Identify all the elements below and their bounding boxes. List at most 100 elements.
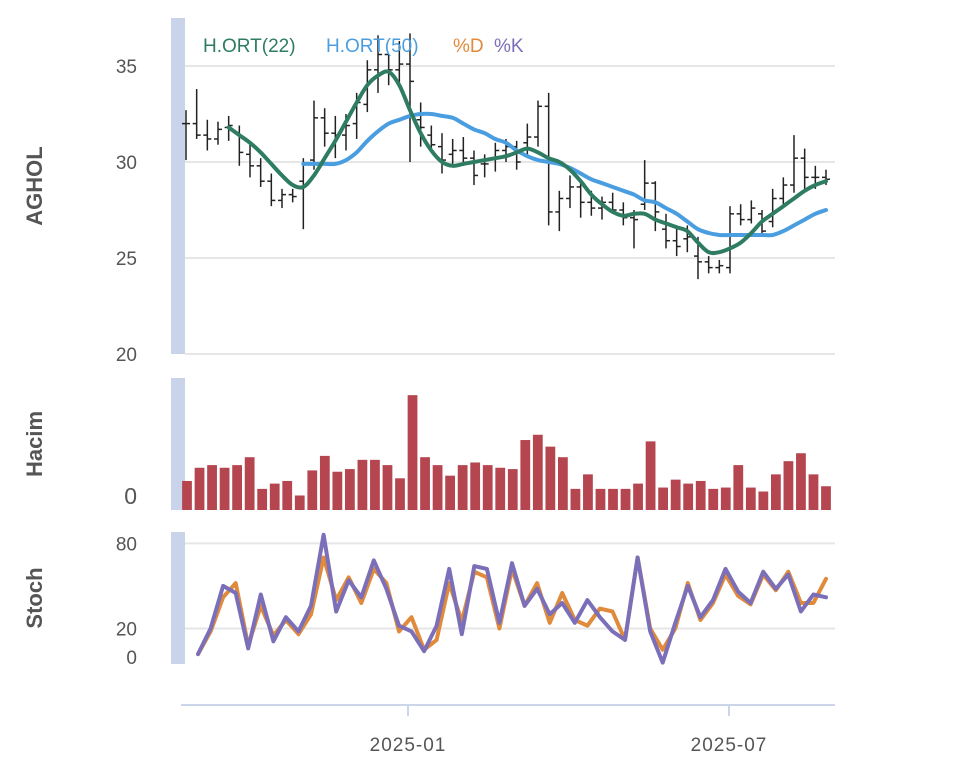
volume-bar: [482, 465, 493, 510]
ma50-line: [301, 111, 828, 238]
volume-bar: [395, 478, 405, 510]
volume-bar: [770, 474, 781, 510]
legend-ma22[interactable]: H.ORT(22): [203, 36, 296, 57]
volume-bar: [407, 395, 418, 510]
legend-stoch-d[interactable]: %D: [453, 36, 484, 57]
volume-bar: [344, 469, 355, 510]
volume-tick-label: 0: [124, 483, 137, 509]
volume-axis-title: Hacim: [22, 411, 47, 477]
ohlc-bar: [790, 135, 798, 193]
volume-bar: [269, 483, 280, 510]
ohlc-bar: [630, 210, 638, 249]
stoch-tick-label: 80: [116, 534, 137, 555]
price-tick-label: 25: [116, 249, 137, 270]
stoch-panel: 0 20 80 Stoch: [22, 532, 835, 669]
volume-bar: [382, 465, 393, 510]
ohlc-bar: [800, 148, 809, 189]
ohlc-bar: [246, 144, 254, 178]
price-tick-label: 30: [116, 153, 137, 174]
volume-bar: [432, 465, 443, 510]
volume-bar: [420, 457, 430, 510]
volume-bar: [620, 488, 631, 510]
ohlc-bar: [278, 188, 286, 209]
ohlc-bar: [256, 158, 265, 187]
ohlc-bar: [288, 188, 297, 203]
ohlc-bar: [523, 123, 532, 157]
volume-bar: [495, 467, 506, 510]
volume-bar: [645, 441, 656, 510]
volume-bar: [608, 488, 618, 510]
ohlc-bar: [651, 181, 660, 232]
stoch-panel-sidebar: [171, 532, 185, 664]
volume-bar: [532, 434, 543, 510]
volume-bar: [658, 487, 669, 510]
ohlc-bar: [438, 133, 446, 174]
ohlc-bar: [779, 177, 788, 209]
volume-bar: [758, 491, 769, 510]
volume-bar: [595, 488, 606, 510]
volume-bar: [244, 457, 255, 510]
ohlc-bar: [534, 100, 542, 147]
volume-bar: [282, 480, 293, 510]
price-grid: [185, 65, 835, 355]
ohlc-bar: [459, 137, 468, 166]
stoch-tick-label: 20: [116, 620, 137, 641]
ohlc-bar: [662, 213, 670, 249]
ohlc-bar: [310, 100, 318, 170]
volume-bar: [470, 462, 481, 510]
volume-bar: [445, 475, 456, 510]
ohlc-bar: [470, 150, 478, 186]
ohlc-bar: [768, 188, 777, 228]
x-ticks: 2025-01 2025-07: [370, 705, 768, 756]
stoch-y-ticks: 0 20 80: [116, 534, 137, 669]
volume-bar: [182, 480, 192, 510]
ohlc-bar: [715, 259, 724, 274]
legend: H.ORT(22) H.ORT(50) %D %K: [203, 36, 524, 57]
x-axis: 2025-01 2025-07: [181, 704, 835, 756]
ohlc-bar: [555, 190, 564, 232]
volume-bar: [783, 461, 794, 510]
volume-panel: 0 Hacim: [22, 378, 831, 510]
volume-bar: [808, 474, 819, 510]
ohlc-bar: [192, 89, 201, 139]
volume-bar: [457, 465, 468, 510]
volume-bar: [357, 459, 368, 510]
ohlc-bar: [704, 256, 713, 274]
volume-bar: [257, 488, 268, 510]
price-y-ticks: 20 25 30 35: [116, 57, 137, 366]
volume-bar: [294, 495, 305, 510]
ohlc-bar: [299, 158, 308, 230]
volume-panel-sidebar: [171, 378, 185, 510]
volume-bar: [708, 488, 719, 510]
legend-ma50[interactable]: H.ORT(50): [326, 36, 419, 57]
volume-bar: [332, 471, 343, 510]
ohlc-bar: [406, 33, 414, 162]
ohlc-bar: [448, 138, 457, 164]
legend-stoch-k[interactable]: %K: [494, 36, 524, 57]
ohlc-bar: [395, 41, 404, 84]
ohlc-bar: [566, 175, 574, 209]
volume-bar: [583, 474, 593, 510]
x-tick-label: 2025-07: [691, 735, 768, 756]
price-axis-title: AGHOL: [22, 146, 47, 225]
ohlc-bar: [182, 110, 190, 161]
ohlc-bar: [416, 102, 425, 147]
volume-bar: [557, 457, 568, 510]
volume-bar: [370, 459, 380, 510]
volume-bar: [520, 440, 531, 510]
ohlc-bar: [267, 173, 276, 207]
volume-bar: [733, 465, 744, 510]
stoch-k-line: [196, 532, 828, 665]
ohlc-bar: [320, 108, 329, 147]
volume-bar: [745, 487, 756, 510]
volume-bar: [232, 465, 243, 510]
volume-bar: [545, 446, 556, 510]
ma22-line: [226, 69, 828, 256]
price-panel: 20 25 30 35 AGHOL H.ORT(22) H.ORT(50) %D %K: [22, 18, 835, 366]
volume-bar: [307, 470, 318, 510]
stoch-tick-label: 0: [126, 648, 137, 669]
volume-y-ticks: 0: [124, 483, 137, 509]
volume-bar: [796, 453, 806, 510]
ohlc-bar: [214, 121, 222, 145]
